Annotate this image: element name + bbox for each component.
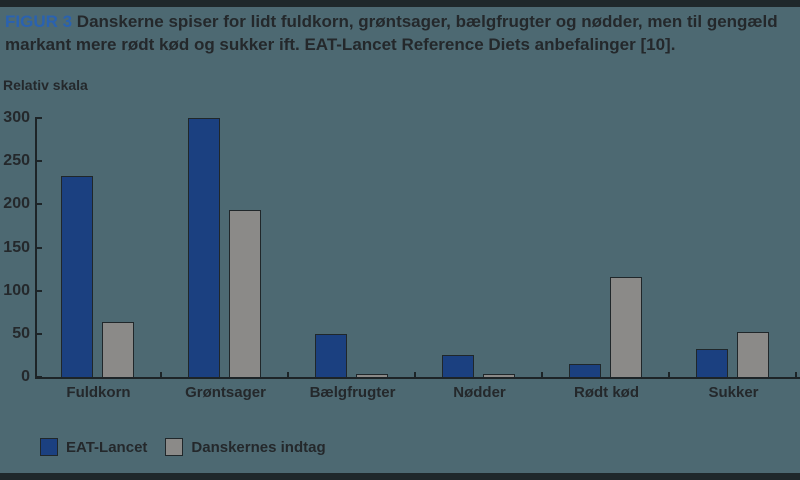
- category-label: Bælgfrugter: [309, 384, 396, 401]
- figure-title: FIGUR 3 Danskerne spiser for lidt fuldko…: [5, 10, 787, 56]
- legend-item-danskernes-indtag: Danskernes indtag: [165, 438, 326, 456]
- y-axis-tick: [37, 160, 42, 163]
- y-axis-tick: [37, 289, 42, 292]
- category-label: Grøntsager: [185, 384, 266, 401]
- y-axis-tick: [37, 246, 42, 249]
- y-tick-label: 250: [3, 152, 30, 170]
- bar-eat-lancet-3: [442, 355, 474, 377]
- legend-label-eat-lancet: EAT-Lancet: [66, 438, 148, 456]
- category-label: Sukker: [708, 384, 759, 401]
- x-axis-tick: [541, 372, 543, 377]
- top-divider-strip: [0, 0, 800, 7]
- bar-danskernes-indtag-2: [356, 374, 388, 377]
- figure-number-label: FIGUR 3: [5, 12, 73, 31]
- y-axis-tick: [37, 203, 42, 206]
- y-tick-label: 50: [12, 324, 30, 342]
- danskernes-indtag-swatch: [165, 438, 184, 456]
- bar-eat-lancet-0: [61, 176, 93, 377]
- bar-danskernes-indtag-0: [102, 322, 134, 377]
- y-tick-label: 100: [3, 281, 30, 299]
- bar-danskernes-indtag-3: [483, 374, 515, 377]
- bar-eat-lancet-5: [696, 349, 728, 377]
- y-axis-line: [35, 117, 37, 379]
- x-axis-tick: [287, 372, 289, 377]
- category-label: Rødt kød: [574, 384, 639, 401]
- bar-danskernes-indtag-5: [737, 332, 769, 377]
- y-axis-tick: [37, 117, 42, 119]
- bottom-divider-strip: [0, 473, 800, 480]
- bar-danskernes-indtag-1: [229, 210, 261, 377]
- legend: EAT-Lancet Danskernes indtag: [40, 438, 326, 456]
- x-axis-tick: [414, 372, 416, 377]
- y-tick-label: 0: [21, 368, 30, 385]
- x-axis-line: [35, 377, 800, 379]
- legend-item-eat-lancet: EAT-Lancet: [40, 438, 147, 456]
- category-label: Nødder: [453, 384, 506, 401]
- x-axis-tick: [668, 372, 670, 377]
- bar-danskernes-indtag-4: [610, 277, 642, 377]
- bar-eat-lancet-2: [315, 334, 347, 377]
- legend-label-danskernes-indtag: Danskernes indtag: [191, 438, 326, 456]
- bar-eat-lancet-4: [569, 364, 601, 377]
- x-axis-tick: [795, 372, 797, 377]
- y-axis-title: Relativ skala: [3, 77, 88, 93]
- eat-lancet-swatch: [40, 438, 58, 456]
- y-tick-label: 300: [3, 109, 30, 126]
- y-tick-label: 200: [3, 195, 30, 213]
- category-label: Fuldkorn: [66, 384, 131, 401]
- y-tick-label: 150: [3, 238, 30, 256]
- x-axis-tick: [160, 372, 162, 377]
- y-axis-tick: [37, 376, 42, 378]
- figure-title-text: Danskerne spiser for lidt fuldkorn, grøn…: [5, 12, 778, 54]
- bar-eat-lancet-1: [188, 118, 220, 377]
- y-axis-tick: [37, 332, 42, 335]
